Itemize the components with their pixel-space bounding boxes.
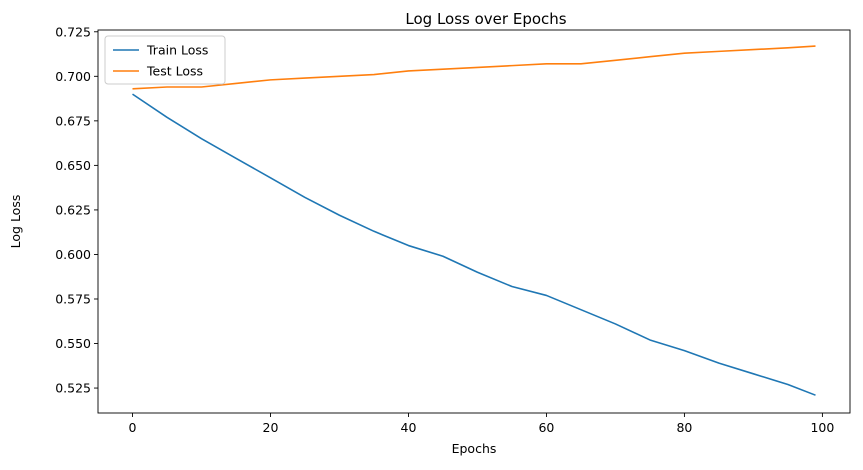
- y-axis-ticks: 0.525 0.550 0.575 0.600 0.625 0.650 0.675 0.700…: [55, 24, 98, 396]
- chart-title: Log Loss over Epochs: [405, 10, 566, 28]
- legend-label: Test Loss: [146, 64, 203, 79]
- y-tick-label: 0.575: [55, 291, 91, 306]
- y-tick-label: 0.625: [55, 202, 91, 217]
- y-tick-label: 0.525: [55, 381, 91, 396]
- x-axis-ticks: 0 20 40 60 80 100: [129, 413, 834, 435]
- series-line-test-loss: [132, 45, 816, 90]
- y-axis-label: Log Loss: [8, 195, 23, 249]
- y-tick-label: 0.550: [55, 336, 91, 351]
- legend-label: Train Loss: [146, 43, 208, 58]
- series-layer: [132, 45, 816, 396]
- x-tick-label: 100: [810, 420, 834, 435]
- x-axis-label: Epochs: [452, 441, 497, 456]
- x-tick-label: 80: [676, 420, 692, 435]
- x-tick-label: 40: [401, 420, 417, 435]
- y-tick-label: 0.725: [55, 24, 91, 39]
- x-tick-label: 60: [538, 420, 554, 435]
- x-tick-label: 0: [129, 420, 137, 435]
- x-tick-label: 20: [263, 420, 279, 435]
- y-tick-label: 0.600: [55, 247, 91, 262]
- y-tick-label: 0.650: [55, 158, 91, 173]
- legend-box: [104, 35, 226, 85]
- series-line-train-loss: [132, 93, 816, 396]
- plot-area-frame: [97, 29, 851, 414]
- y-tick-label: 0.700: [55, 69, 91, 84]
- legend: Train Loss Test Loss: [104, 35, 226, 85]
- y-tick-label: 0.675: [55, 113, 91, 128]
